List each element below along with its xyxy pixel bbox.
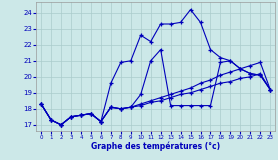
X-axis label: Graphe des températures (°c): Graphe des températures (°c): [91, 141, 220, 151]
